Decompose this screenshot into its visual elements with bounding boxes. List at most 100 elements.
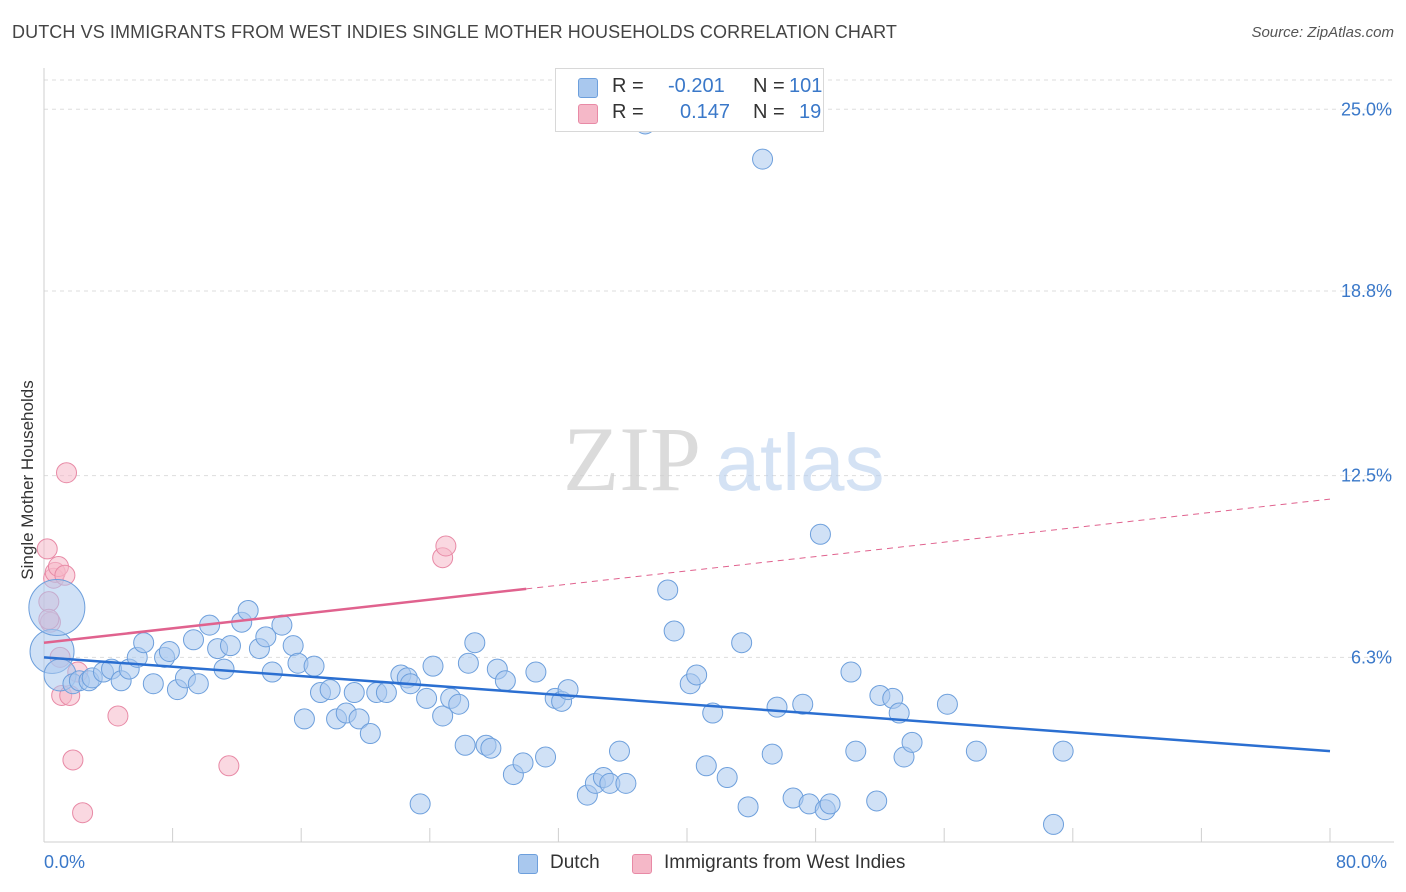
point-dutch	[480, 737, 502, 759]
point-dutch	[535, 746, 557, 768]
watermark-zip: ZIP	[563, 408, 701, 510]
point-dutch	[766, 696, 788, 718]
points-dutch	[28, 113, 1074, 835]
point-dutch	[657, 579, 679, 601]
trend-line-west-indies	[43, 587, 527, 644]
y-tick-label: 18.8%	[1341, 281, 1392, 301]
axes	[43, 68, 1394, 843]
point-dutch	[432, 705, 454, 727]
point-dutch	[261, 661, 283, 683]
point-west-indies	[36, 538, 58, 560]
point-dutch	[303, 655, 325, 677]
stats-legend: R = -0.201 N = 101 R = 0.147 N = 19	[555, 68, 824, 132]
point-dutch	[761, 743, 783, 765]
trend-lines	[43, 498, 1331, 753]
point-dutch	[525, 661, 547, 683]
point-dutch	[448, 693, 470, 715]
point-dutch	[28, 579, 86, 637]
watermark-atlas: atlas	[716, 418, 885, 507]
source-label: Source: ZipAtlas.com	[1251, 24, 1394, 41]
point-west-indies	[56, 462, 78, 484]
point-dutch	[819, 793, 841, 815]
point-dutch	[158, 641, 180, 662]
y-tick-label: 25.0%	[1341, 99, 1392, 119]
point-dutch	[866, 790, 888, 812]
x-label-left: 0.0%	[44, 852, 86, 872]
point-dutch	[1052, 740, 1074, 762]
point-dutch	[494, 670, 516, 692]
point-dutch	[293, 708, 315, 730]
point-dutch	[133, 632, 155, 654]
point-dutch	[845, 740, 867, 762]
series-legend: Dutch Immigrants from West Indies	[0, 852, 1406, 878]
point-dutch	[319, 679, 341, 701]
point-dutch	[454, 734, 476, 756]
point-dutch	[182, 629, 204, 651]
point-west-indies	[62, 749, 84, 771]
gridlines	[44, 79, 1394, 658]
point-west-indies	[107, 705, 129, 727]
swatch-west-indies	[578, 104, 598, 124]
point-dutch	[187, 673, 209, 695]
point-dutch	[840, 661, 862, 683]
point-dutch	[716, 767, 738, 789]
y-tick-label: 6.3%	[1351, 647, 1392, 667]
point-dutch	[792, 693, 814, 715]
point-dutch	[608, 740, 630, 762]
point-dutch	[416, 687, 438, 709]
point-dutch	[615, 772, 637, 794]
point-dutch	[343, 682, 365, 704]
point-dutch	[142, 673, 164, 695]
chart-title: DUTCH VS IMMIGRANTS FROM WEST INDIES SIN…	[12, 22, 897, 42]
legend-swatch-west-indies	[632, 854, 652, 874]
point-dutch	[752, 148, 774, 170]
r-label: R =	[612, 101, 644, 123]
point-dutch	[375, 682, 397, 704]
point-dutch	[702, 702, 724, 724]
point-dutch	[663, 620, 685, 642]
y-axis-label-box: Single Mother Households	[18, 330, 38, 630]
point-dutch	[512, 752, 534, 774]
y-axis-label: Single Mother Households	[18, 380, 37, 580]
point-west-indies	[435, 535, 457, 557]
point-dutch	[237, 599, 259, 621]
n-value-dutch: 101	[789, 75, 823, 97]
point-dutch	[464, 632, 486, 654]
trend-line-west-indies-extrapolated	[526, 498, 1331, 590]
point-dutch	[1043, 813, 1065, 835]
point-dutch	[686, 664, 708, 686]
point-dutch	[348, 708, 370, 730]
trend-line-dutch	[43, 656, 1331, 753]
point-west-indies	[72, 802, 94, 824]
n-label: N =	[753, 75, 785, 97]
r-value-west-indies: 0.147	[680, 101, 731, 123]
point-dutch	[695, 755, 717, 777]
point-dutch	[901, 731, 923, 753]
legend-label-dutch: Dutch	[550, 852, 600, 873]
point-dutch	[936, 693, 958, 715]
point-dutch	[409, 793, 431, 815]
legend-swatch-dutch	[518, 854, 538, 874]
x-label-right: 80.0%	[1336, 852, 1388, 872]
point-dutch	[809, 523, 831, 545]
y-tick-labels: 25.0% 18.8% 12.5% 6.3%	[1341, 99, 1392, 667]
point-dutch	[965, 740, 987, 762]
legend-label-west-indies: Immigrants from West Indies	[664, 852, 906, 873]
n-value-west-indies: 19	[799, 101, 822, 123]
r-value-dutch: -0.201	[668, 75, 725, 97]
point-west-indies	[218, 755, 240, 777]
point-dutch	[888, 702, 910, 724]
point-dutch	[219, 635, 241, 657]
y-tick-label: 12.5%	[1341, 466, 1392, 486]
points-west-indies	[36, 462, 457, 824]
point-dutch	[255, 626, 277, 648]
n-label: N =	[753, 101, 785, 123]
watermark: ZIP atlas	[563, 408, 884, 510]
point-dutch	[457, 652, 479, 674]
r-label: R =	[612, 75, 644, 97]
point-dutch	[737, 796, 759, 818]
point-dutch	[731, 632, 753, 654]
point-dutch	[282, 635, 304, 657]
point-dutch	[359, 723, 381, 745]
